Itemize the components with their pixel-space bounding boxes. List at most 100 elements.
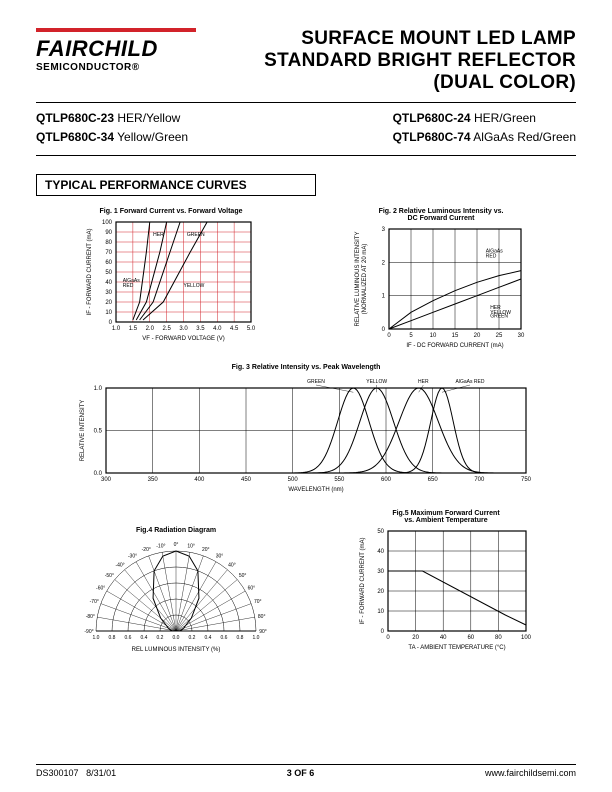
svg-text:2.5: 2.5	[162, 326, 171, 332]
fig4-chart: -90°-80°-70°-60°-50°-40°-30°-20°-10°0°10…	[76, 536, 276, 656]
svg-text:HER: HER	[153, 232, 164, 238]
footer-date: 8/31/01	[86, 768, 116, 778]
pn-desc: HER/Green	[474, 111, 536, 125]
svg-text:300: 300	[101, 477, 112, 483]
svg-text:AlGaAs RED: AlGaAs RED	[456, 379, 485, 385]
divider	[36, 155, 576, 156]
svg-text:-70°: -70°	[90, 599, 99, 605]
svg-text:-80°: -80°	[86, 614, 95, 620]
svg-text:70°: 70°	[254, 599, 262, 605]
pn-desc: AlGaAs Red/Green	[473, 130, 576, 144]
svg-text:IF - DC FORWARD CURRENT (mA): IF - DC FORWARD CURRENT (mA)	[406, 343, 503, 349]
svg-text:100: 100	[521, 635, 532, 641]
svg-text:750: 750	[521, 477, 532, 483]
svg-text:2: 2	[382, 260, 386, 266]
svg-text:0.4: 0.4	[205, 635, 212, 641]
products-left: QTLP680C-23 HER/Yellow QTLP680C-34 Yello…	[36, 109, 188, 147]
svg-text:RED: RED	[486, 253, 497, 259]
product-list: QTLP680C-23 HER/Yellow QTLP680C-34 Yello…	[36, 109, 576, 147]
svg-text:550: 550	[334, 477, 345, 483]
svg-text:80: 80	[495, 635, 502, 641]
fig3-chart: 3003504004505005506006507007500.00.51.0G…	[76, 373, 536, 498]
svg-text:-30°: -30°	[128, 554, 137, 560]
title-block: SURFACE MOUNT LED LAMP STANDARD BRIGHT R…	[264, 28, 576, 94]
svg-text:80°: 80°	[258, 614, 266, 620]
fig2-chart: 0510152025300123AlGaAsREDHERYELLOWGREENI…	[351, 224, 531, 354]
svg-text:REL LUMINOUS INTENSITY (%): REL LUMINOUS INTENSITY (%)	[132, 647, 221, 653]
svg-text:40: 40	[105, 280, 112, 286]
svg-text:0.2: 0.2	[189, 635, 196, 641]
svg-text:0.8: 0.8	[109, 635, 116, 641]
svg-text:VF - FORWARD VOLTAGE (V): VF - FORWARD VOLTAGE (V)	[142, 336, 224, 342]
svg-text:3: 3	[382, 227, 386, 233]
svg-text:IF - FORWARD CURRENT (mA): IF - FORWARD CURRENT (mA)	[87, 228, 93, 315]
svg-text:500: 500	[288, 477, 299, 483]
svg-text:GREEN: GREEN	[187, 232, 205, 238]
svg-text:IF - FORWARD CURRENT (mA): IF - FORWARD CURRENT (mA)	[360, 537, 366, 624]
footer-url: www.fairchildsemi.com	[485, 768, 576, 778]
fig5-title: Fig.5 Maximum Forward Currentvs. Ambient…	[356, 510, 536, 524]
svg-text:-50°: -50°	[105, 573, 114, 579]
fig1-chart: 1.01.52.02.53.03.54.04.55.00102030405060…	[81, 217, 261, 347]
svg-text:60: 60	[467, 635, 474, 641]
svg-text:50: 50	[105, 270, 112, 276]
svg-text:WAVELENGTH (nm): WAVELENGTH (nm)	[288, 487, 343, 493]
svg-text:30°: 30°	[216, 554, 224, 560]
fig4-title: Fig.4 Radiation Diagram	[76, 527, 276, 534]
svg-text:GREEN: GREEN	[490, 313, 508, 319]
svg-text:3.0: 3.0	[179, 326, 188, 332]
svg-text:25: 25	[496, 333, 503, 339]
svg-text:20°: 20°	[202, 547, 210, 553]
title-l3: (DUAL COLOR)	[264, 72, 576, 94]
svg-text:30: 30	[377, 569, 384, 575]
footer: DS300107 8/31/01 3 OF 6 www.fairchildsem…	[36, 764, 576, 778]
svg-text:YELLOW: YELLOW	[366, 379, 387, 385]
svg-text:0.8: 0.8	[237, 635, 244, 641]
svg-text:HER: HER	[418, 379, 429, 385]
svg-text:60°: 60°	[248, 585, 256, 591]
charts-row-1: Fig. 1 Forward Current vs. Forward Volta…	[36, 208, 576, 354]
svg-text:10: 10	[377, 609, 384, 615]
pn: QTLP680C-74	[393, 130, 471, 144]
section-title: TYPICAL PERFORMANCE CURVES	[36, 174, 316, 196]
svg-text:15: 15	[452, 333, 459, 339]
pn: QTLP680C-24	[393, 111, 471, 125]
pn: QTLP680C-34	[36, 130, 114, 144]
svg-text:0: 0	[382, 327, 386, 333]
svg-text:TA - AMBIENT TEMPERATURE (°C): TA - AMBIENT TEMPERATURE (°C)	[408, 645, 505, 651]
svg-text:0.0: 0.0	[94, 471, 103, 477]
fig1-title: Fig. 1 Forward Current vs. Forward Volta…	[81, 208, 261, 215]
pn: QTLP680C-23	[36, 111, 114, 125]
svg-text:5: 5	[409, 333, 413, 339]
logo-brand: FAIRCHILD	[36, 36, 196, 62]
footer-page: 3 OF 6	[287, 768, 315, 778]
logo: FAIRCHILD SEMICONDUCTOR®	[36, 28, 196, 73]
svg-text:30: 30	[518, 333, 525, 339]
svg-text:100: 100	[102, 220, 113, 226]
svg-text:0: 0	[381, 629, 385, 635]
svg-text:1.0: 1.0	[112, 326, 121, 332]
svg-text:600: 600	[381, 477, 392, 483]
svg-text:1: 1	[382, 294, 386, 300]
svg-text:3.5: 3.5	[196, 326, 205, 332]
svg-text:GREEN: GREEN	[307, 379, 325, 385]
svg-text:0.2: 0.2	[157, 635, 164, 641]
svg-text:30: 30	[105, 290, 112, 296]
fig5-chart: 02040608010001020304050TA - AMBIENT TEMP…	[356, 526, 536, 656]
svg-text:-40°: -40°	[115, 562, 124, 568]
svg-text:0.5: 0.5	[94, 428, 103, 434]
svg-text:450: 450	[241, 477, 252, 483]
divider	[36, 102, 576, 103]
svg-text:400: 400	[194, 477, 205, 483]
svg-text:4.5: 4.5	[230, 326, 239, 332]
header: FAIRCHILD SEMICONDUCTOR® SURFACE MOUNT L…	[36, 28, 576, 94]
svg-text:1.0: 1.0	[253, 635, 260, 641]
fig5: Fig.5 Maximum Forward Currentvs. Ambient…	[356, 510, 536, 656]
svg-text:0.0: 0.0	[173, 635, 180, 641]
svg-text:80: 80	[105, 240, 112, 246]
svg-text:-60°: -60°	[96, 585, 105, 591]
svg-text:20: 20	[474, 333, 481, 339]
svg-text:1.5: 1.5	[129, 326, 138, 332]
title-l1: SURFACE MOUNT LED LAMP	[264, 28, 576, 50]
logo-sub: SEMICONDUCTOR®	[36, 62, 196, 73]
